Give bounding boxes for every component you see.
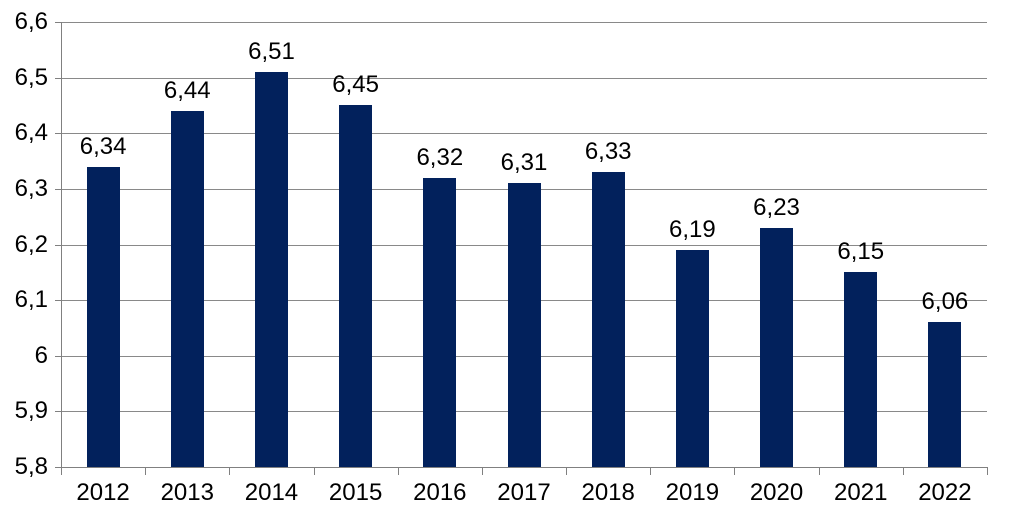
bar-2015 — [339, 105, 373, 467]
x-axis-tick — [397, 467, 399, 475]
y-tick-label: 5,8 — [14, 453, 48, 480]
x-tick-label-2019: 2019 — [665, 479, 720, 506]
bar-2021 — [844, 272, 878, 467]
y-tick-label: 6,3 — [14, 174, 48, 202]
y-axis-tick — [55, 411, 61, 413]
x-tick-label-2016: 2016 — [413, 479, 467, 506]
bar-value-label-2016: 6,32 — [416, 143, 464, 171]
x-axis-line — [61, 467, 987, 468]
y-tick-label: 6,1 — [14, 286, 48, 314]
gridline — [61, 77, 987, 79]
bar-2016 — [423, 177, 457, 467]
x-axis-tick — [734, 467, 736, 475]
bar-2019 — [675, 250, 709, 467]
y-tick-label: 6,6 — [14, 8, 48, 35]
bar-2022 — [928, 322, 962, 467]
x-tick-label-2012: 2012 — [76, 479, 130, 506]
x-tick-label-2014: 2014 — [244, 479, 299, 506]
y-tick-label: 6,2 — [14, 230, 48, 258]
x-axis-tick — [61, 467, 62, 475]
x-tick-label-2017: 2017 — [497, 479, 551, 506]
bar-2013 — [170, 111, 204, 467]
y-axis-tick — [55, 133, 61, 135]
plot-area: 5,8 5,9 6 6,1 6,2 6,3 6,4 6,5 6,6 6,34 2012 6,44 201… — [15, 10, 988, 505]
bar-2017 — [507, 183, 541, 467]
bar-2012 — [86, 166, 120, 467]
x-tick-label-2022: 2022 — [918, 479, 972, 506]
y-axis-tick — [55, 300, 61, 302]
x-axis-tick — [566, 467, 568, 475]
bar-2014 — [254, 72, 288, 467]
x-tick-label-2021: 2021 — [834, 479, 888, 506]
x-axis-tick — [818, 467, 820, 475]
y-tick-label: 6 — [34, 341, 48, 369]
bar-value-label-2020: 6,23 — [753, 193, 800, 221]
x-axis-tick — [313, 467, 315, 475]
bar-value-label-2013: 6,44 — [163, 77, 211, 104]
gridline — [61, 22, 987, 23]
y-tick-label: 6,4 — [14, 119, 48, 147]
x-tick-label-2020: 2020 — [749, 479, 804, 506]
y-axis-tick — [55, 188, 61, 190]
bar-value-label-2018: 6,33 — [584, 138, 632, 166]
y-axis-tick — [55, 355, 61, 357]
x-axis-tick — [987, 467, 988, 475]
x-axis-tick — [481, 467, 483, 475]
bar-value-label-2019: 6,19 — [669, 216, 716, 244]
x-axis-tick — [902, 467, 904, 475]
y-axis-tick — [55, 467, 61, 468]
x-axis-tick — [145, 467, 147, 475]
y-axis-line — [61, 22, 62, 467]
bar-2020 — [760, 227, 794, 467]
x-axis-tick — [229, 467, 231, 475]
bar-value-label-2017: 6,31 — [500, 149, 548, 177]
y-tick-label: 6,5 — [14, 63, 48, 91]
bar-value-label-2022: 6,06 — [921, 288, 969, 316]
bar-value-label-2021: 6,15 — [837, 238, 885, 266]
bar-value-label-2014: 6,51 — [248, 38, 295, 66]
x-tick-label-2013: 2013 — [160, 479, 214, 506]
bar-value-label-2012: 6,34 — [79, 132, 127, 160]
y-tick-label: 5,9 — [14, 397, 48, 425]
x-axis-tick — [650, 467, 652, 475]
gridline — [61, 133, 987, 135]
y-axis-tick — [55, 244, 61, 246]
x-tick-label-2015: 2015 — [328, 479, 383, 506]
bar-2018 — [591, 172, 625, 467]
x-tick-label-2018: 2018 — [581, 479, 635, 506]
y-axis-tick — [55, 77, 61, 79]
y-axis-tick — [55, 22, 61, 23]
bar-value-label-2015: 6,45 — [332, 71, 379, 99]
